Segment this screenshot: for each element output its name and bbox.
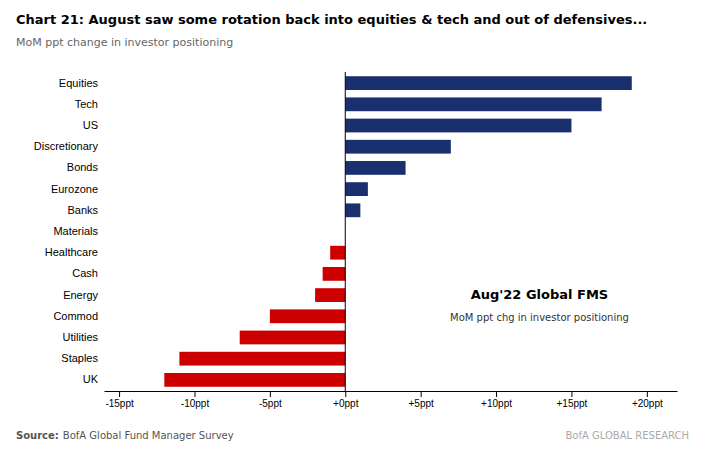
source-label: Source: (16, 430, 59, 441)
y-tick: Cash (72, 267, 98, 279)
x-tick: -10ppt (181, 391, 210, 409)
x-tick-mark (647, 391, 648, 397)
x-tick: +15ppt (557, 391, 588, 409)
x-tick-mark (119, 391, 120, 397)
y-tick-label: Equities (59, 77, 99, 89)
y-tick-label: Bonds (67, 161, 99, 173)
bar (164, 373, 345, 387)
bar (330, 246, 345, 260)
subtitle: MoM ppt change in investor positioning (16, 36, 233, 49)
bar (315, 288, 345, 302)
bar (345, 161, 405, 175)
y-tick-label: Commod (53, 310, 98, 322)
x-tick-mark (496, 391, 497, 397)
y-axis: Equities Tech US Discretionary Bonds Eurozone… (34, 77, 99, 386)
y-tick: Healthcare (45, 246, 98, 258)
x-tick-mark (571, 391, 572, 397)
bar (270, 309, 345, 323)
x-tick-mark (194, 391, 195, 397)
x-tick-label: -10ppt (181, 398, 210, 409)
y-tick: Bonds (67, 161, 99, 173)
x-tick-mark (421, 391, 422, 397)
bar (345, 119, 571, 133)
y-tick: Utilities (63, 331, 99, 343)
y-tick-label: US (83, 119, 98, 131)
x-tick: +10ppt (481, 391, 512, 409)
x-axis-line (105, 391, 678, 392)
watermark: BofA GLOBAL RESEARCH (565, 430, 689, 441)
x-tick-mark (270, 391, 271, 397)
x-tick: +0ppt (333, 391, 359, 409)
y-tick: US (83, 119, 98, 131)
bar (240, 331, 346, 345)
title: Chart 21: August saw some rotation back … (16, 12, 647, 27)
y-tick: Staples (61, 352, 98, 364)
x-tick: -5ppt (259, 391, 282, 409)
y-tick-label: Energy (63, 289, 98, 301)
x-tick-label: +20ppt (632, 398, 663, 409)
y-tick: Energy (63, 289, 98, 301)
y-tick-label: UK (83, 373, 99, 385)
x-tick-label: +15ppt (557, 398, 588, 409)
bar (179, 352, 345, 366)
y-tick-label: Healthcare (45, 246, 98, 258)
y-tick: Materials (53, 225, 98, 237)
zero-line (345, 72, 346, 391)
bar (323, 267, 346, 281)
bar (345, 97, 601, 111)
source: Source: BofA Global Fund Manager Survey (16, 430, 234, 441)
y-tick-label: Cash (72, 267, 98, 279)
bar (345, 182, 368, 196)
x-tick-label: +0ppt (333, 398, 359, 409)
y-tick-label: Materials (53, 225, 98, 237)
y-tick: Discretionary (34, 140, 99, 152)
annotation-subtitle: MoM ppt chg in investor positioning (450, 312, 629, 323)
source-text: BofA Global Fund Manager Survey (63, 430, 234, 441)
x-tick: -15ppt (105, 391, 134, 409)
annotation-title: Aug'22 Global FMS (471, 287, 609, 302)
y-tick: Banks (67, 204, 98, 216)
x-tick: +5ppt (409, 391, 435, 409)
y-tick: Eurozone (51, 183, 98, 195)
chart: Chart 21: August saw some rotation back … (0, 0, 705, 449)
y-tick: Tech (75, 98, 98, 110)
bar (345, 203, 360, 217)
y-tick-label: Staples (61, 352, 98, 364)
bars (164, 72, 631, 391)
y-tick-label: Discretionary (34, 140, 99, 152)
x-tick-mark (345, 391, 346, 397)
y-tick-label: Banks (67, 204, 98, 216)
x-tick: +20ppt (632, 391, 663, 409)
plot: -15ppt -10ppt -5ppt +0ppt +5ppt +10ppt +15ppt +… (34, 72, 678, 409)
bar (345, 140, 451, 154)
bar (345, 76, 632, 90)
y-tick-label: Tech (75, 98, 98, 110)
x-tick-label: -5ppt (259, 398, 282, 409)
y-tick: UK (83, 373, 99, 385)
x-tick-label: +10ppt (481, 398, 512, 409)
y-tick-label: Utilities (63, 331, 99, 343)
y-tick: Commod (53, 310, 98, 322)
y-tick-label: Eurozone (51, 183, 98, 195)
y-tick: Equities (59, 77, 99, 89)
x-tick-label: +5ppt (409, 398, 435, 409)
x-axis: -15ppt -10ppt -5ppt +0ppt +5ppt +10ppt +15ppt +… (105, 391, 678, 409)
x-tick-label: -15ppt (105, 398, 134, 409)
